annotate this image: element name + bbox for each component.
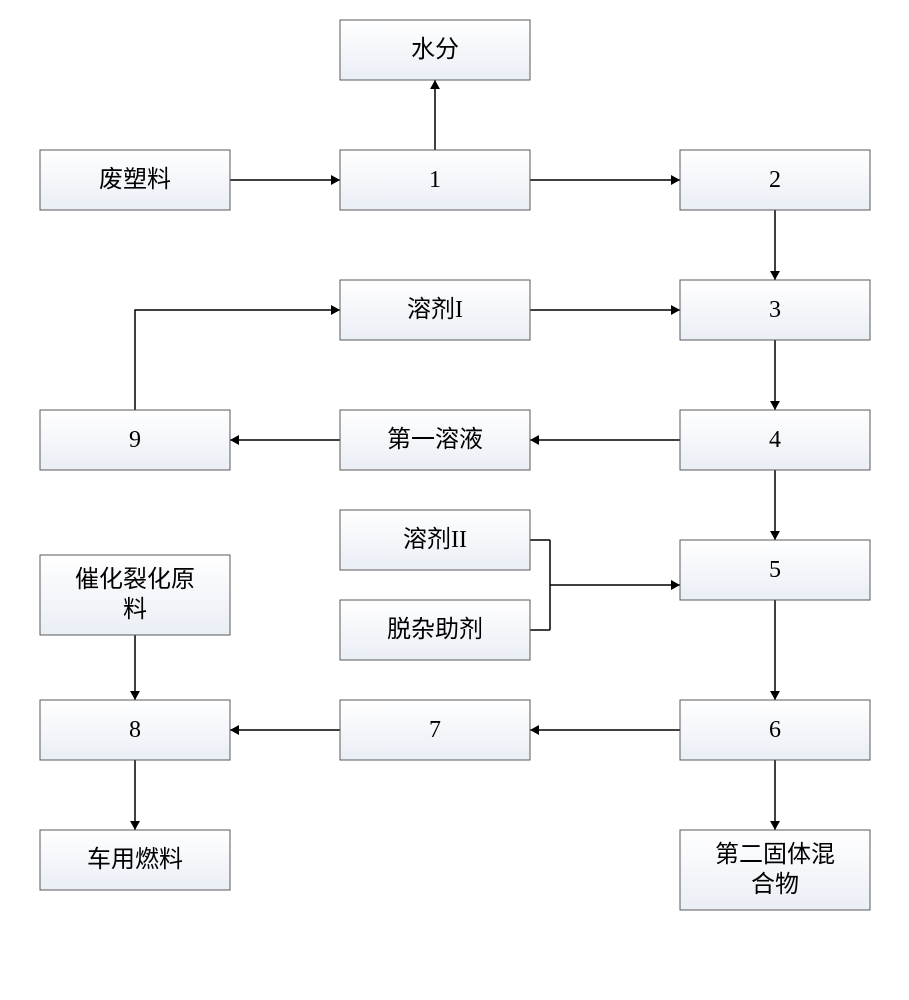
node-label: 7 (429, 717, 441, 743)
node-solvent1: 溶剂I (340, 280, 530, 340)
node-b5: 5 (680, 540, 870, 600)
node-b9: 9 (40, 410, 230, 470)
node-label: 9 (129, 427, 141, 453)
node-label: 2 (769, 167, 781, 193)
node-moisture: 水分 (340, 20, 530, 80)
node-b6: 6 (680, 700, 870, 760)
node-b7: 7 (340, 700, 530, 760)
node-label: 溶剂II (403, 526, 467, 553)
node-label: 6 (769, 717, 781, 743)
node-b1: 1 (340, 150, 530, 210)
node-fuel: 车用燃料 (40, 830, 230, 890)
node-solidmix: 第二固体混合物 (680, 830, 870, 910)
node-label: 5 (769, 557, 781, 583)
node-label: 脱杂助剂 (387, 616, 483, 643)
node-label: 8 (129, 717, 141, 743)
node-b3: 3 (680, 280, 870, 340)
node-label: 第二固体混 (715, 841, 835, 868)
node-waste: 废塑料 (40, 150, 230, 210)
node-b8: 8 (40, 700, 230, 760)
node-label: 溶剂I (407, 296, 463, 323)
node-b2: 2 (680, 150, 870, 210)
node-catalytic: 催化裂化原料 (40, 555, 230, 635)
node-impurity: 脱杂助剂 (340, 600, 530, 660)
node-label: 1 (429, 167, 441, 193)
node-label: 料 (123, 596, 147, 623)
node-label: 4 (769, 427, 781, 453)
node-label: 催化裂化原 (75, 566, 195, 593)
node-label: 水分 (411, 36, 459, 63)
node-sol1: 第一溶液 (340, 410, 530, 470)
node-label: 第一溶液 (387, 426, 483, 453)
node-label: 车用燃料 (87, 846, 183, 873)
node-label: 合物 (751, 871, 799, 898)
node-b4: 4 (680, 410, 870, 470)
flowchart-canvas: 水分废塑料 1 2 溶剂I 3 9 第一溶液 4 溶剂II 5 催化裂化原料脱杂助剂 8 7 6 车用燃料 第… (0, 0, 909, 1000)
node-label: 3 (769, 297, 781, 323)
node-label: 废塑料 (99, 166, 171, 193)
node-solvent2: 溶剂II (340, 510, 530, 570)
